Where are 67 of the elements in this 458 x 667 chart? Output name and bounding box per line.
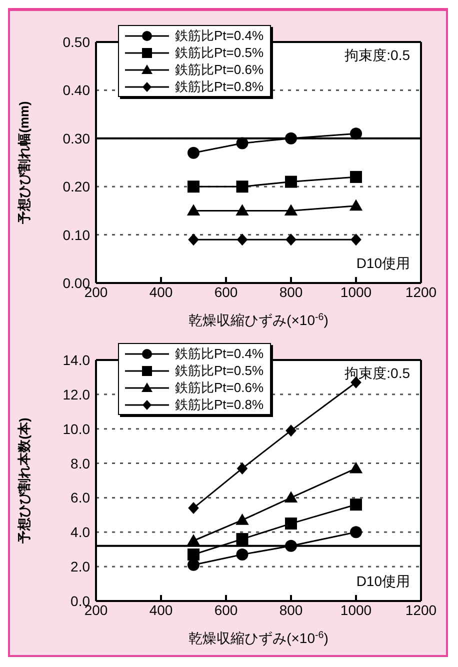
point [188, 548, 200, 561]
point [236, 180, 248, 193]
x-axis-title: 乾燥収縮ひずみ(×10$^{-6}$) [188, 312, 328, 328]
point [236, 137, 248, 150]
y-tick-label: 0.50 [62, 34, 90, 50]
annotation: 拘束度:0.5 [344, 47, 410, 65]
point [285, 132, 297, 144]
point [285, 176, 297, 188]
x-tick-label: 400 [149, 284, 173, 300]
point [188, 234, 199, 246]
x-axis-title: 乾燥収縮ひずみ(×10$^{-6}$) [188, 630, 328, 646]
y-axis-title: 予想ひび割れ幅(mm) [16, 101, 32, 225]
point [285, 518, 297, 530]
x-tick-label: 1000 [340, 602, 372, 618]
legend-label: 鉄筋比Pt=0.8% [175, 396, 264, 413]
y-tick-label: 14.0 [62, 352, 90, 368]
y-tick-label: 12.0 [62, 386, 90, 402]
x-tick-label: 1200 [405, 602, 437, 618]
annotation: D10使用 [356, 573, 410, 591]
point [349, 462, 363, 474]
point [188, 502, 199, 514]
legend-label: 鉄筋比Pt=0.5% [175, 44, 264, 61]
y-tick-label: 6.0 [70, 490, 90, 506]
point [186, 534, 200, 546]
y-tick-label: 4.0 [70, 524, 90, 540]
legend-label: 鉄筋比Pt=0.6% [175, 379, 264, 396]
x-tick-label: 800 [279, 602, 303, 618]
point [350, 526, 362, 538]
y-tick-label: 8.0 [70, 455, 90, 472]
point [186, 204, 200, 216]
x-tick-label: 1200 [405, 284, 437, 300]
point [236, 204, 249, 216]
point [284, 491, 298, 503]
point [350, 128, 362, 140]
point [188, 180, 200, 193]
y-tick-label: 0.10 [62, 226, 90, 243]
point [286, 424, 296, 437]
legend-label: 鉄筋比Pt=0.5% [175, 362, 264, 379]
y-axis-title: 予想ひび割れ本数(本) [16, 418, 32, 544]
point [236, 513, 249, 525]
y-tick-label: 2.0 [70, 558, 90, 575]
point [350, 170, 362, 183]
point [236, 548, 248, 561]
point [349, 199, 363, 211]
y-tick-label: 10.0 [62, 420, 90, 437]
point [284, 204, 298, 216]
y-tick-label: 0.40 [62, 82, 90, 98]
x-tick-label: 600 [214, 284, 238, 300]
point [285, 540, 297, 552]
legend-label: 鉄筋比Pt=0.8% [175, 78, 264, 95]
point [236, 533, 248, 546]
point [350, 234, 362, 246]
legend-label: 鉄筋比Pt=0.4% [175, 27, 264, 44]
point [286, 234, 296, 246]
x-tick-label: 400 [149, 602, 173, 618]
y-tick-label: 0.20 [62, 178, 90, 195]
legend-label: 鉄筋比Pt=0.6% [175, 61, 264, 78]
point [236, 462, 248, 474]
annotation: D10使用 [356, 255, 410, 273]
point [236, 234, 248, 246]
y-tick-label: 0.30 [62, 130, 90, 146]
x-tick-label: 800 [279, 284, 303, 300]
x-tick-label: 600 [214, 602, 238, 618]
x-tick-label: 1000 [340, 284, 372, 300]
legend-label: 鉄筋比Pt=0.4% [175, 345, 264, 362]
point [350, 498, 362, 511]
point [188, 146, 200, 159]
